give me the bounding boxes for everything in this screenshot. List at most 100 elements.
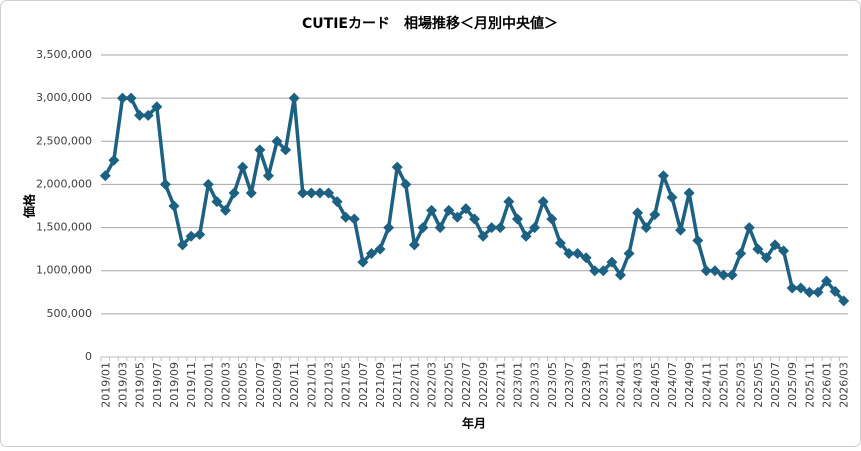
x-tick-label: 2021/05 bbox=[340, 362, 353, 408]
x-tick-label: 2019/11 bbox=[185, 362, 198, 408]
marker bbox=[417, 222, 429, 234]
x-tick-label: 2024/01 bbox=[614, 362, 627, 408]
marker bbox=[692, 235, 704, 247]
x-tick-label: 2019/03 bbox=[116, 362, 129, 408]
x-tick-label: 2023/09 bbox=[580, 362, 593, 408]
marker bbox=[580, 252, 592, 264]
marker bbox=[434, 222, 446, 234]
x-tick-label: 2020/07 bbox=[254, 362, 267, 408]
marker bbox=[400, 178, 412, 190]
marker bbox=[614, 269, 626, 281]
x-tick-label: 2022/05 bbox=[443, 362, 456, 408]
y-tick-label: 2,500,000 bbox=[36, 134, 92, 147]
y-tick-label: 0 bbox=[85, 350, 92, 363]
marker bbox=[228, 187, 240, 199]
marker bbox=[640, 222, 652, 234]
marker bbox=[108, 154, 120, 166]
marker bbox=[314, 187, 326, 199]
x-tick-label: 2019/01 bbox=[99, 362, 112, 408]
marker bbox=[271, 135, 283, 147]
marker bbox=[786, 282, 798, 294]
marker bbox=[812, 286, 824, 298]
marker bbox=[237, 161, 249, 173]
x-tick-label: 2026/01 bbox=[821, 362, 834, 408]
marker bbox=[391, 161, 403, 173]
marker bbox=[477, 230, 489, 242]
marker bbox=[494, 222, 506, 234]
x-tick-label: 2025/05 bbox=[752, 362, 765, 408]
x-tick-label: 2023/01 bbox=[511, 362, 524, 408]
marker bbox=[520, 230, 532, 242]
marker bbox=[469, 213, 480, 225]
x-tick-label: 2024/09 bbox=[683, 362, 696, 408]
x-tick-label: 2021/03 bbox=[323, 362, 336, 408]
x-tick-label: 2024/11 bbox=[700, 362, 713, 408]
x-tick-label: 2021/11 bbox=[391, 362, 404, 408]
marker bbox=[443, 204, 455, 216]
marker bbox=[365, 247, 377, 259]
marker bbox=[623, 247, 635, 259]
marker bbox=[709, 265, 721, 277]
chart-title: CUTIEカード 相場推移＜月別中央値＞ bbox=[302, 15, 558, 32]
marker bbox=[348, 213, 360, 225]
marker bbox=[340, 211, 352, 223]
y-tick-label: 3,500,000 bbox=[36, 48, 92, 61]
marker bbox=[666, 191, 678, 203]
x-tick-label: 2025/09 bbox=[786, 362, 799, 408]
marker bbox=[194, 228, 206, 240]
marker bbox=[838, 295, 850, 307]
y-axis-title: 価格 bbox=[22, 193, 37, 219]
marker bbox=[486, 222, 498, 234]
marker bbox=[752, 243, 764, 255]
marker bbox=[743, 222, 755, 234]
marker bbox=[511, 213, 523, 225]
x-tick-label: 2026/03 bbox=[838, 362, 851, 408]
marker bbox=[245, 187, 257, 199]
marker bbox=[649, 209, 661, 221]
marker bbox=[546, 213, 558, 225]
marker bbox=[589, 265, 601, 277]
marker bbox=[151, 101, 163, 113]
marker bbox=[280, 144, 292, 156]
x-tick-label: 2024/07 bbox=[666, 362, 679, 408]
marker bbox=[383, 222, 395, 234]
x-tick-label: 2025/01 bbox=[718, 362, 731, 408]
x-tick-label: 2022/01 bbox=[408, 362, 421, 408]
x-tick-label: 2022/09 bbox=[477, 362, 490, 408]
marker bbox=[760, 252, 772, 264]
marker bbox=[211, 196, 223, 208]
marker bbox=[220, 204, 231, 216]
marker bbox=[460, 203, 472, 215]
marker bbox=[803, 286, 815, 298]
y-tick-label: 2,000,000 bbox=[36, 177, 92, 190]
x-tick-label: 2021/09 bbox=[374, 362, 387, 408]
marker bbox=[795, 282, 807, 294]
marker bbox=[572, 247, 584, 259]
marker bbox=[297, 187, 309, 199]
marker bbox=[829, 285, 841, 297]
x-tick-label: 2023/11 bbox=[597, 362, 610, 408]
x-tick-label: 2021/07 bbox=[357, 362, 370, 408]
x-axis-title: 年月 bbox=[462, 416, 486, 431]
marker bbox=[168, 200, 180, 212]
x-tick-label: 2023/03 bbox=[529, 362, 542, 408]
marker bbox=[683, 187, 695, 199]
marker bbox=[125, 92, 137, 104]
marker bbox=[451, 211, 463, 223]
marker bbox=[408, 239, 420, 251]
marker bbox=[305, 187, 317, 199]
marker bbox=[134, 109, 146, 121]
y-tick-label: 1,000,000 bbox=[36, 264, 92, 277]
marker bbox=[262, 170, 274, 182]
marker bbox=[563, 247, 575, 259]
marker bbox=[529, 222, 541, 234]
marker bbox=[254, 144, 266, 156]
x-tick-label: 2021/01 bbox=[305, 362, 318, 408]
x-tick-label: 2019/05 bbox=[134, 362, 147, 408]
x-tick-label: 2022/03 bbox=[426, 362, 439, 408]
marker bbox=[769, 239, 781, 251]
x-tick-label: 2020/01 bbox=[202, 362, 215, 408]
marker bbox=[632, 207, 644, 219]
x-tick-label: 2020/03 bbox=[220, 362, 233, 408]
